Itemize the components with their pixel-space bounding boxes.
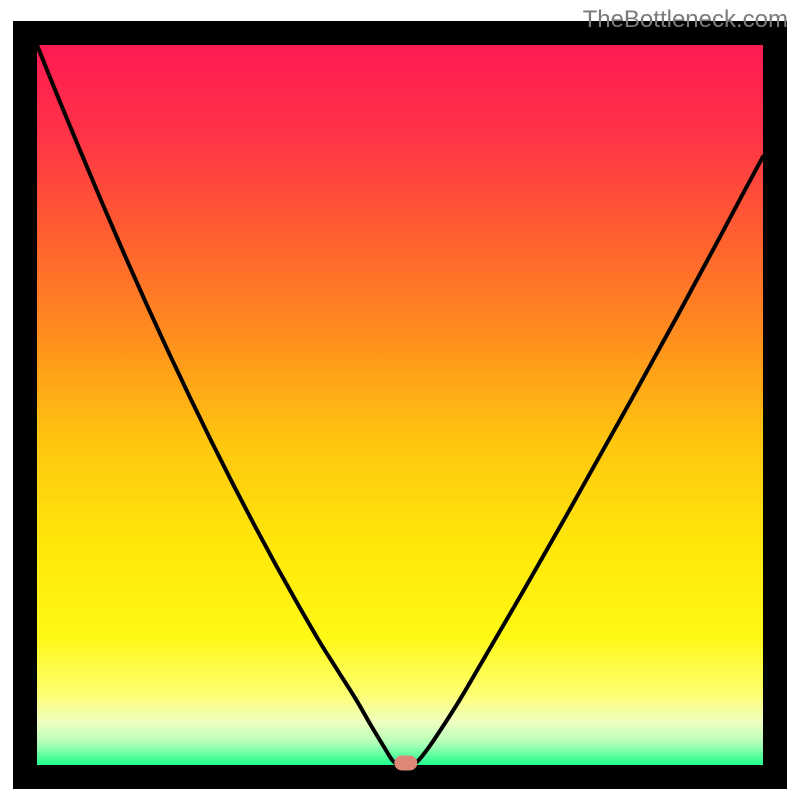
watermark-text: TheBottleneck.com	[583, 6, 788, 34]
plot-background	[37, 45, 763, 765]
chart-svg	[0, 0, 800, 800]
bottleneck-chart: TheBottleneck.com	[0, 0, 800, 800]
optimum-marker	[395, 756, 417, 770]
